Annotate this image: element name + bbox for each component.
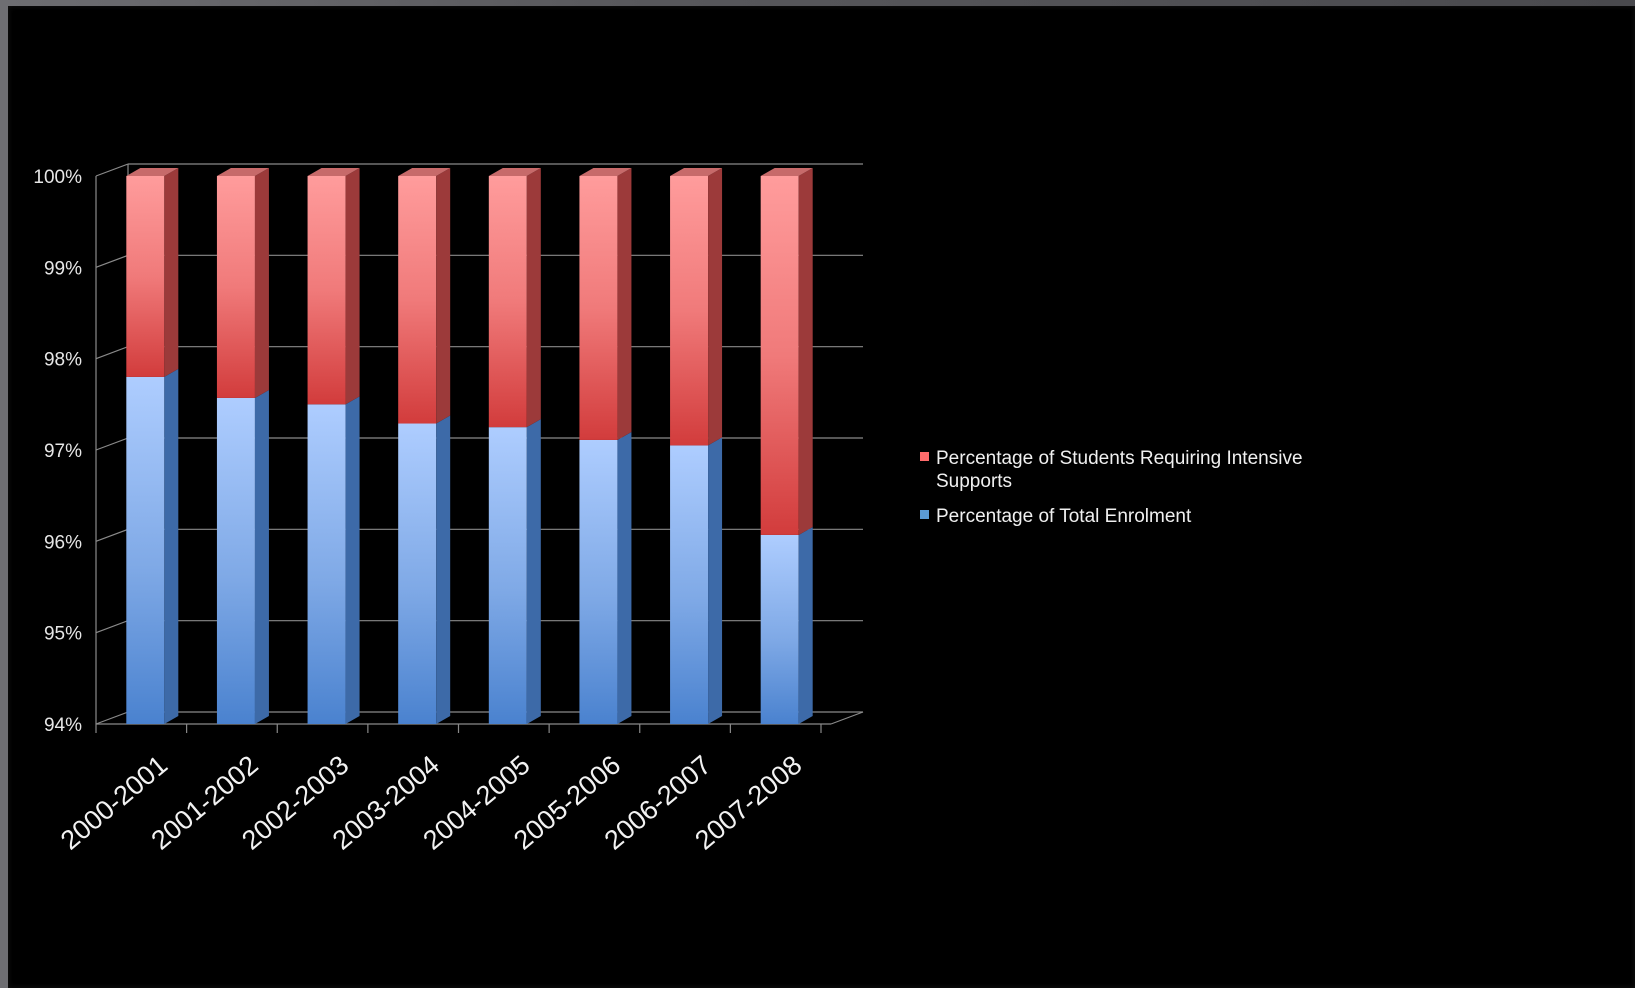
bar-intensive-supports-side	[436, 168, 451, 424]
legend-label: Supports	[936, 471, 1012, 492]
bar-total-enrolment	[488, 427, 527, 724]
bar-total-enrolment	[307, 404, 346, 724]
stacked-bar-chart: 94% 95% 96% 97% 98% 99% 100% 2000-20012001-200…	[33, 163, 1303, 856]
y-tick-label: 99%	[44, 258, 82, 279]
bar-top-cap	[760, 168, 813, 176]
bar-total-enrolment-side	[798, 526, 813, 724]
legend-label: Percentage of Total Enrolment	[936, 506, 1192, 527]
bar-total-enrolment	[216, 397, 255, 724]
bar-total-enrolment-side	[436, 415, 451, 724]
y-tick-label: 95%	[44, 624, 82, 645]
bar-intensive-supports-side	[345, 168, 360, 405]
y-tick-label: 96%	[44, 532, 82, 553]
grid	[95, 163, 864, 733]
bar-total-enrolment-side	[617, 431, 632, 724]
bar-intensive-supports	[216, 176, 255, 398]
y-tick-label: 94%	[44, 715, 82, 736]
bar-top-cap	[670, 168, 723, 176]
bar-intensive-supports-side	[526, 168, 541, 428]
bar-intensive-supports	[760, 176, 799, 535]
gridline-side	[95, 163, 129, 177]
bar-total-enrolment	[579, 439, 618, 724]
chart-frame: 94% 95% 96% 97% 98% 99% 100% 2000-2001 2001-200…	[8, 6, 1635, 988]
x-axis-categories: 2000-20012001-20022002-20032003-20042004…	[55, 750, 808, 856]
bar-total-enrolment-side	[345, 396, 360, 724]
y-tick-label: 97%	[44, 441, 82, 462]
y-tick-label: 100%	[33, 167, 82, 188]
legend-swatch-intensive-supports	[920, 452, 929, 461]
bar-top-cap	[488, 168, 541, 176]
floor-edge	[830, 711, 864, 725]
bar-total-enrolment-side	[526, 419, 541, 724]
bar-intensive-supports-side	[617, 168, 632, 440]
gridline-side	[95, 254, 129, 268]
bar-total-enrolment	[760, 534, 799, 724]
bar-intensive-supports-side	[798, 168, 813, 535]
bar-intensive-supports	[670, 176, 709, 446]
bar-top-cap	[216, 168, 269, 176]
bar-total-enrolment-side	[164, 368, 179, 724]
gridline-side	[95, 620, 129, 634]
gridline-side	[95, 528, 129, 542]
y-axis-ticks: 94% 95% 96% 97% 98% 99% 100%	[33, 167, 82, 736]
gridline-side	[95, 346, 129, 360]
bar-intensive-supports	[579, 176, 618, 440]
legend: Percentage of Students Requiring Intensi…	[920, 448, 1303, 527]
legend-label: Percentage of Students Requiring Intensi…	[936, 448, 1303, 469]
gridline-side	[95, 711, 129, 725]
y-tick-label: 98%	[44, 350, 82, 371]
bar-top-cap	[579, 168, 632, 176]
bar-top-cap	[307, 168, 360, 176]
bar-intensive-supports	[126, 176, 165, 377]
bar-top-cap	[398, 168, 451, 176]
bar-total-enrolment	[398, 423, 437, 724]
bar-total-enrolment	[126, 376, 165, 724]
bar-intensive-supports	[488, 176, 527, 428]
bar-total-enrolment-side	[708, 437, 723, 724]
bars	[126, 168, 813, 724]
bar-total-enrolment	[670, 445, 709, 724]
bar-intensive-supports-side	[254, 168, 269, 398]
bar-total-enrolment-side	[254, 389, 269, 724]
bar-intensive-supports	[398, 176, 437, 424]
bar-intensive-supports-side	[164, 168, 179, 377]
bar-intensive-supports	[307, 176, 346, 405]
bar-intensive-supports-side	[708, 168, 723, 446]
legend-swatch-total-enrolment	[920, 510, 929, 519]
gridline-side	[95, 437, 129, 451]
bar-top-cap	[126, 168, 179, 176]
